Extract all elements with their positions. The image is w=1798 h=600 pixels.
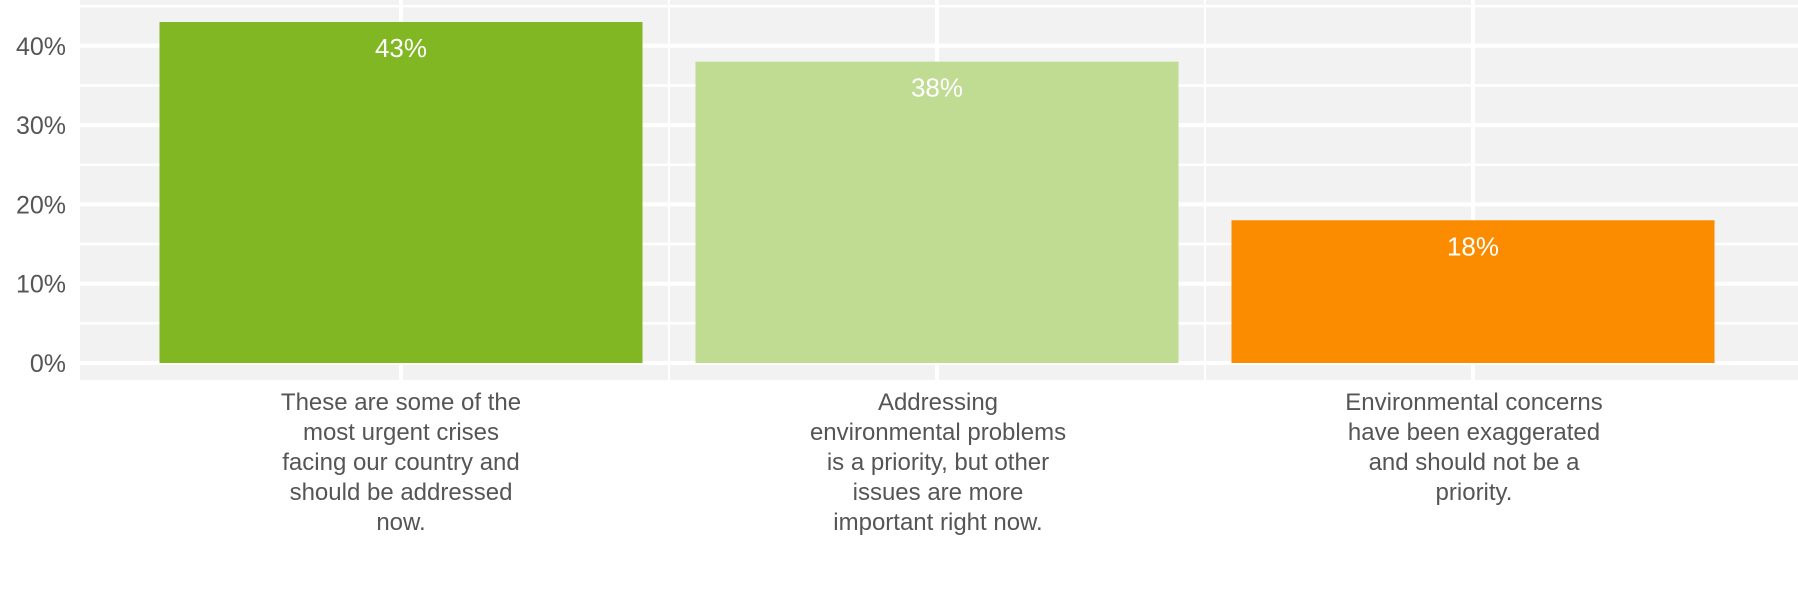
data-label-1: 43%	[375, 33, 427, 63]
category-label-3: Environmental concerns have been exagger…	[1345, 389, 1603, 506]
y-tick-label: 40%	[16, 33, 66, 61]
bar-2	[695, 61, 1179, 363]
bars	[159, 22, 1715, 363]
y-tick-label: 30%	[16, 112, 66, 140]
data-labels: 43% 38% 18%	[375, 33, 1499, 261]
y-tick-label: 10%	[16, 271, 66, 299]
category-label-2: Addressing environmental problems is a p…	[809, 389, 1067, 536]
category-label-1: These are some of the most urgent crises…	[280, 389, 522, 536]
data-label-3: 18%	[1447, 231, 1499, 261]
y-axis: 0% 10% 20% 30% 40%	[16, 33, 66, 378]
data-label-2: 38%	[911, 73, 963, 103]
y-tick-label: 20%	[16, 191, 66, 219]
bar-3	[1231, 220, 1715, 363]
bar-1	[159, 22, 643, 363]
y-tick-label: 0%	[30, 350, 66, 378]
